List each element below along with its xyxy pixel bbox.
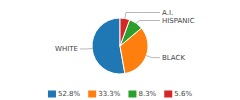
legend-swatch <box>164 91 172 98</box>
pie-slice <box>120 18 130 46</box>
pie <box>92 18 148 74</box>
legend-label: 8.3% <box>138 90 156 98</box>
legend-label: 5.6% <box>174 90 192 98</box>
leader-line <box>146 56 160 58</box>
legend-item: 5.6% <box>164 90 192 98</box>
legend: 52.8% 33.3% 8.3% 5.6% <box>48 90 192 98</box>
category-label: A.I. <box>162 9 173 17</box>
category-label: BLACK <box>162 54 185 62</box>
legend-item: 52.8% <box>48 90 81 98</box>
leader-line <box>125 13 160 19</box>
legend-item: 33.3% <box>88 90 121 98</box>
leader-line <box>136 21 160 24</box>
category-label: HISPANIC <box>162 17 195 25</box>
legend-label: 33.3% <box>98 90 121 98</box>
leader-line <box>80 48 92 50</box>
legend-swatch <box>48 91 56 98</box>
legend-swatch <box>128 91 136 98</box>
legend-swatch <box>88 91 96 98</box>
legend-label: 52.8% <box>58 90 81 98</box>
chart: WHITE BLACK HISPANICA.I. 52.8% 33.3% 8.3% 5.6% <box>0 0 240 100</box>
legend-item: 8.3% <box>128 90 156 98</box>
labels: WHITE BLACK HISPANICA.I. <box>55 9 195 62</box>
category-label: WHITE <box>55 45 78 53</box>
